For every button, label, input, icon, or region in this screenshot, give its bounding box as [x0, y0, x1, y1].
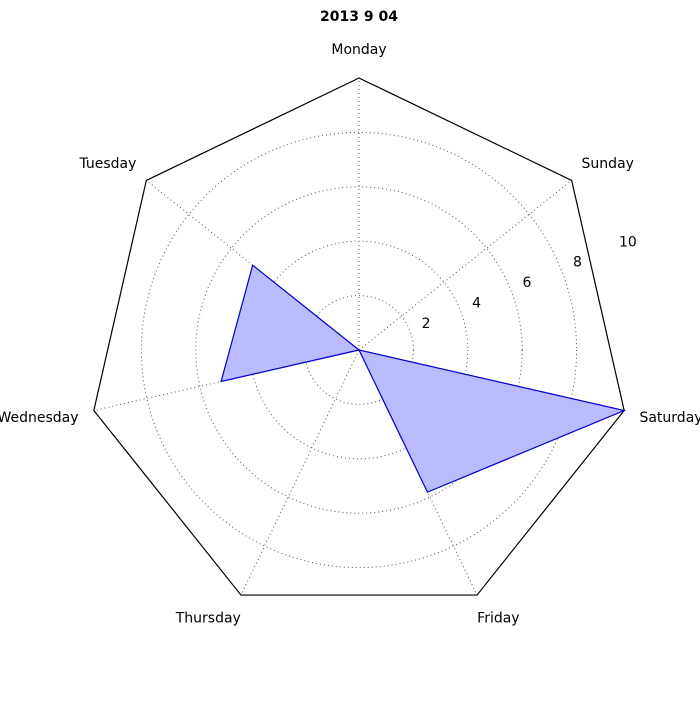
category-label: Sunday	[582, 156, 634, 172]
spoke-line	[358, 180, 572, 351]
grid-circle	[304, 295, 414, 405]
chart-frame	[93, 77, 625, 596]
grid-layer	[93, 77, 625, 596]
radial-tick-label: 4	[472, 295, 481, 311]
category-label: Tuesday	[78, 156, 136, 172]
radial-tick-label: 10	[619, 234, 637, 250]
series-layer	[220, 264, 627, 493]
category-label: Saturday	[639, 410, 700, 426]
category-label: Thursday	[175, 610, 241, 626]
category-label: Friday	[477, 610, 519, 626]
radial-tick-label: 2	[422, 316, 431, 332]
radial-tick-label: 8	[573, 255, 582, 271]
grid-circle	[140, 131, 578, 569]
chart-title: 2013 9 04	[320, 9, 398, 25]
spoke-line	[240, 349, 360, 596]
radial-tick-label: 6	[523, 275, 532, 291]
series-area	[220, 264, 627, 493]
category-label: Wednesday	[0, 410, 79, 426]
label-layer: Monday Tuesday Wednesday Thursday Friday Satu…	[0, 42, 700, 626]
grid-circle	[195, 186, 523, 514]
category-label: Monday	[331, 42, 386, 58]
